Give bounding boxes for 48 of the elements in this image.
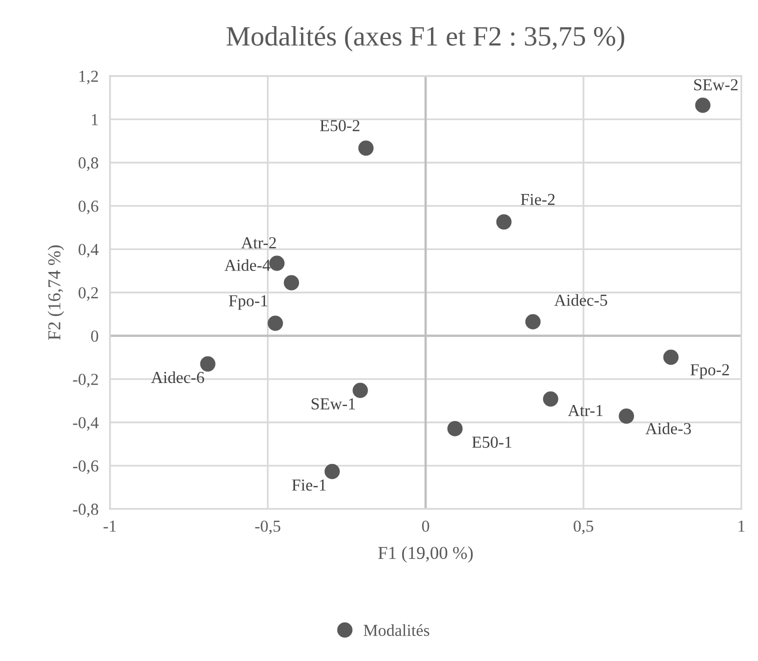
point [358,140,374,156]
chart-title: Modalités (axes F1 et F2 : 35,75 %) [226,26,624,52]
legend-label: Modalités [364,624,430,636]
annotation: Aide-3 [645,422,691,434]
point [324,464,340,480]
point [352,382,368,398]
x-tick-label: 1 [738,520,744,532]
point [200,356,216,372]
y-tick-label: 0,8 [78,157,98,171]
y-axis-title: F2 (16,74 %) [48,245,64,340]
annotation: SEw-1 [312,398,355,410]
y-tick-label: -0,8 [73,504,98,518]
y-tick-label: -0,4 [73,417,99,431]
y-tick-label: -0,2 [73,374,98,388]
x-tick-label: 0,5 [574,520,594,534]
annotation: E50-2 [320,120,360,132]
annotation: Fie-2 [520,194,555,206]
point [618,408,634,424]
point [447,421,463,436]
point [284,275,300,290]
x-tick-label: -1 [104,520,116,532]
annotation: Fpo-2 [690,364,729,379]
y-tick-label: 0,4 [78,244,99,258]
annotation: Atr-2 [241,237,276,248]
y-tick-label: 0 [91,330,98,342]
x-tick-label: -0,5 [255,520,280,534]
point [496,214,512,230]
y-tick-label: 1,2 [79,70,98,84]
y-tick-label: 0,6 [78,200,98,214]
point [268,316,283,331]
annotation: Atr-1 [568,405,603,416]
annotation: Fpo-1 [228,295,268,310]
x-tick-label: 0 [422,520,430,532]
annotation: Aidec-6 [151,371,204,384]
point [525,314,541,330]
point [543,391,558,407]
point [695,98,710,113]
annotation: E50-1 [472,436,512,448]
x-axis-title: F1 (19,00 %) [378,546,473,563]
point [269,256,285,271]
y-tick-label: 1 [92,114,98,126]
y-tick-label: -0,6 [73,460,98,474]
y-tick-label: 0,2 [78,287,98,301]
annotation: Aidec-5 [554,294,608,306]
annotation: Fie-1 [292,479,326,491]
annotation: Aide-4 [224,259,270,271]
annotation: SEw-2 [694,79,738,90]
point [663,350,679,365]
